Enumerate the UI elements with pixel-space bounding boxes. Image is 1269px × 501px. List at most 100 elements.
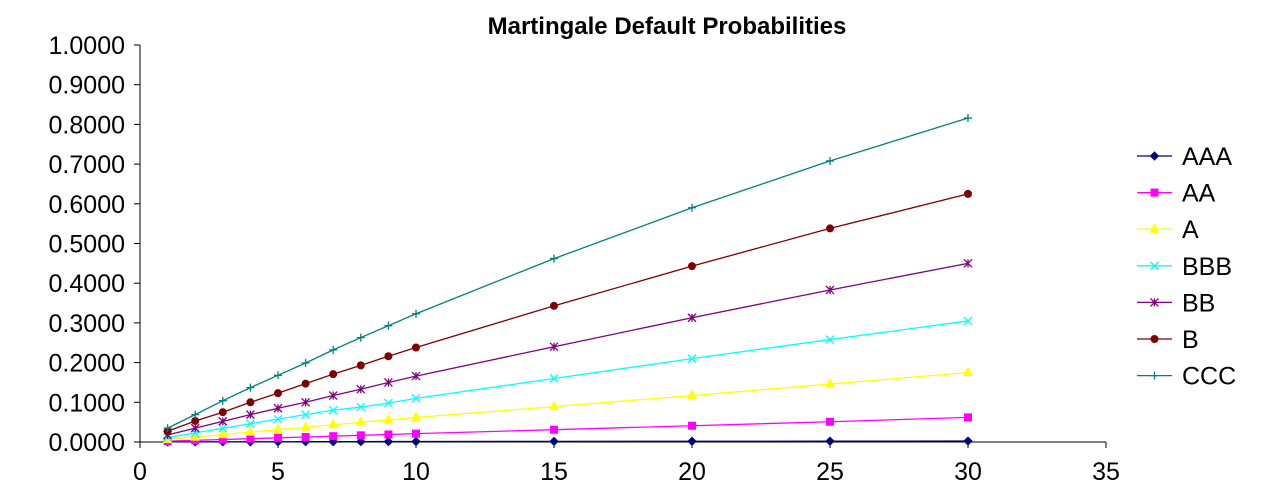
- data-point-aaa: [549, 436, 559, 447]
- y-tick-label: 0.4000: [49, 270, 125, 298]
- legend-label-a: A: [1182, 216, 1199, 244]
- y-tick-label: 0.8000: [49, 111, 125, 139]
- data-point-ccc: [412, 309, 420, 318]
- data-point-ccc: [329, 345, 338, 354]
- data-point-a: [245, 426, 256, 436]
- data-point-a: [687, 389, 697, 400]
- axes: 0.0000 0.1000 0.2000 0.3000 0.4000 0.5000 0.60…: [49, 32, 1120, 486]
- series-bb: [163, 258, 973, 440]
- series-bbb: [163, 316, 973, 442]
- data-point-a: [411, 411, 421, 421]
- legend-marker-ccc: [1150, 371, 1159, 380]
- series-line-aa: [167, 416, 969, 442]
- x-tick-label: 5: [271, 458, 285, 486]
- data-point-bbb: [549, 374, 559, 383]
- data-point-b: [218, 408, 227, 417]
- y-tick-label: 0.1000: [49, 389, 125, 417]
- legend-item-bb: BB: [1137, 289, 1215, 317]
- series-line-a: [167, 371, 969, 441]
- data-point-b: [412, 343, 420, 352]
- series-line-bb: [167, 262, 969, 436]
- data-point-a: [825, 377, 835, 388]
- legend-item-bbb: BBB: [1137, 253, 1232, 281]
- data-point-bbb: [273, 414, 283, 424]
- data-point-ccc: [688, 203, 696, 212]
- data-point-bbb: [687, 354, 697, 364]
- y-tick-label: 0.3000: [49, 310, 125, 338]
- data-point-bbb: [825, 335, 835, 345]
- data-point-aaa: [383, 436, 394, 447]
- data-point-ccc: [246, 383, 255, 392]
- data-point-bbb: [245, 419, 255, 429]
- data-point-aaa: [687, 436, 697, 446]
- legend-label-b: B: [1182, 326, 1199, 354]
- data-point-aa: [274, 433, 282, 442]
- legend-item-b: B: [1137, 326, 1199, 354]
- x-tick-label: 25: [816, 458, 844, 486]
- y-tick-label: 0.7000: [49, 151, 125, 179]
- data-point-b: [329, 370, 338, 379]
- data-point-bb: [963, 258, 973, 268]
- data-point-b: [301, 379, 310, 388]
- data-point-ccc: [550, 254, 558, 263]
- series-line-bbb: [167, 320, 969, 439]
- data-point-aa: [688, 421, 696, 430]
- data-point-b: [688, 262, 696, 271]
- legend-marker-aa: [1150, 188, 1159, 197]
- data-point-bb: [411, 371, 421, 381]
- data-point-bb: [549, 342, 559, 352]
- data-point-a: [383, 413, 394, 424]
- data-point-bb: [356, 384, 366, 394]
- data-point-aa: [301, 432, 310, 441]
- data-point-bb: [273, 403, 283, 413]
- data-point-bb: [825, 285, 835, 295]
- data-point-bbb: [301, 410, 311, 420]
- legend-marker-bb: [1150, 297, 1159, 307]
- data-point-bbb: [411, 393, 421, 403]
- data-point-a: [273, 423, 283, 434]
- y-tick-label: 0.6000: [49, 191, 125, 219]
- series-line-aaa: [167, 440, 969, 443]
- data-point-a: [549, 400, 559, 411]
- data-point-bb: [328, 391, 338, 401]
- chart-title: Martingale Default Probabilities: [488, 13, 847, 40]
- data-point-bb: [245, 410, 255, 420]
- y-tick-label: 0.2000: [49, 350, 125, 378]
- data-point-a: [328, 418, 339, 429]
- data-point-a: [355, 416, 366, 426]
- legend-marker-bbb: [1150, 261, 1159, 271]
- y-tick-label: 0.0000: [49, 429, 125, 457]
- legend-marker-b: [1150, 335, 1159, 343]
- x-tick-label: 35: [1092, 458, 1120, 486]
- data-point-aa: [384, 430, 393, 439]
- data-point-b: [964, 189, 972, 198]
- data-point-a: [190, 430, 201, 441]
- legend-item-a: A: [1137, 216, 1199, 244]
- legend-marker-aaa: [1149, 151, 1160, 161]
- series-line-ccc: [167, 117, 969, 429]
- y-tick-label: 0.5000: [49, 231, 125, 259]
- data-point-bb: [190, 423, 200, 433]
- series-a: [162, 366, 973, 444]
- series-aaa: [162, 436, 973, 447]
- data-point-bb: [687, 313, 697, 323]
- series-line-b: [167, 193, 969, 432]
- data-point-aaa: [356, 436, 366, 447]
- x-tick-label: 20: [678, 458, 706, 486]
- data-point-ccc: [191, 410, 200, 419]
- data-point-b: [274, 389, 282, 398]
- y-tick-label: 0.9000: [49, 72, 125, 100]
- legend-item-aaa: AAA: [1137, 143, 1232, 171]
- data-point-bbb: [963, 316, 973, 326]
- series-b: [163, 189, 972, 436]
- data-point-b: [384, 352, 393, 361]
- x-tick-label: 0: [133, 458, 147, 486]
- data-point-a: [963, 366, 973, 377]
- legend-item-ccc: CCC: [1137, 363, 1236, 391]
- data-point-a: [217, 428, 228, 439]
- data-point-bbb: [218, 423, 228, 433]
- data-point-b: [550, 301, 558, 310]
- data-point-aa: [412, 429, 420, 438]
